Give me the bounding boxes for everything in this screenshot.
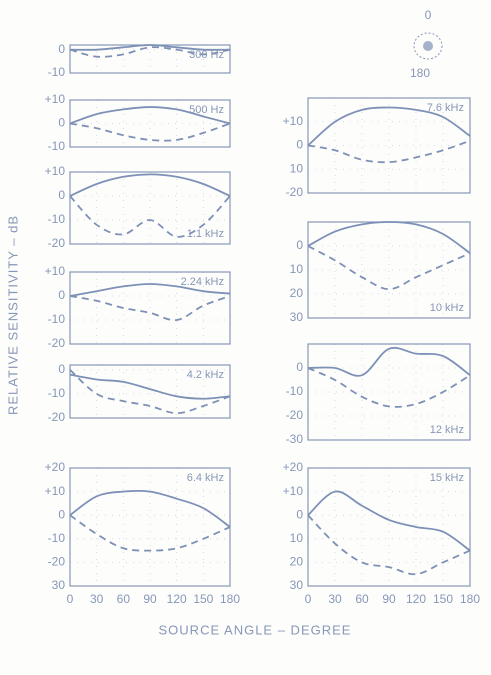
y-tick-label: 20 (290, 555, 304, 569)
y-tick-label: -20 (286, 185, 304, 199)
panel-title: 12 kHz (430, 424, 464, 436)
y-tick-label: -10 (286, 384, 304, 398)
y-tick-label: 0 (58, 288, 65, 302)
response-line (69, 122, 231, 142)
x-tick-label: 150 (433, 592, 453, 606)
response-line (307, 346, 471, 377)
x-tick-label: 90 (143, 592, 157, 606)
response-line (69, 46, 231, 58)
y-tick-label: -20 (48, 410, 66, 424)
panel-title: 15 kHz (430, 472, 464, 484)
panel-title: 1.1 kHz (187, 228, 224, 240)
y-tick-label: +20 (45, 460, 66, 474)
y-tick-label: -10 (48, 212, 66, 226)
response-line (307, 139, 471, 164)
panel-title: 500 Hz (189, 104, 224, 116)
y-tick-label: +10 (283, 114, 304, 128)
response-line (69, 295, 231, 322)
y-tick-label: -10 (48, 531, 66, 545)
response-line (307, 106, 471, 147)
x-tick-label: 60 (355, 592, 369, 606)
y-tick-label: -20 (48, 555, 66, 569)
response-line (69, 489, 231, 528)
response-line (69, 373, 231, 400)
response-line (69, 369, 231, 415)
polar-icon: 0 180 (410, 8, 443, 80)
response-line (307, 245, 471, 291)
y-axis-label: RELATIVE SENSITIVITY – dB (5, 215, 20, 415)
y-tick-label: 30 (290, 578, 304, 592)
response-line (307, 367, 471, 408)
x-tick-label: 180 (220, 592, 240, 606)
polar-label: 0 (425, 8, 432, 22)
y-tick-label: +10 (45, 484, 66, 498)
y-tick-label: 0 (296, 507, 303, 521)
y-tick-label: 20 (290, 286, 304, 300)
x-tick-label: 90 (382, 592, 396, 606)
y-tick-label: 0 (58, 362, 65, 376)
y-tick-label: -10 (48, 312, 66, 326)
y-tick-label: +10 (45, 264, 66, 278)
response-line (69, 514, 231, 552)
panel-frame (69, 171, 231, 245)
x-tick-label: 120 (406, 592, 426, 606)
x-tick-label: 0 (305, 592, 312, 606)
polar-label: 180 (410, 66, 430, 80)
y-tick-label: 0 (58, 507, 65, 521)
y-tick-label: -10 (48, 65, 66, 79)
response-line (307, 514, 471, 576)
x-tick-label: 180 (460, 592, 480, 606)
x-tick-label: 120 (167, 592, 187, 606)
y-tick-label: 0 (296, 360, 303, 374)
response-line (69, 173, 231, 197)
y-tick-label: 0 (296, 138, 303, 152)
response-line (307, 221, 471, 254)
y-tick-label: 30 (290, 310, 304, 324)
y-tick-label: -10 (48, 139, 66, 153)
panel-frame (69, 467, 231, 587)
panel-title: 300 Hz (189, 49, 224, 61)
y-tick-label: +10 (45, 164, 66, 178)
x-tick-label: 150 (193, 592, 213, 606)
y-tick-label: 0 (296, 238, 303, 252)
panel-title: 7.6 kHz (427, 102, 464, 114)
panel-title: 10 kHz (430, 302, 464, 314)
polar-circle (413, 32, 443, 60)
y-tick-label: +20 (283, 460, 304, 474)
y-tick-label: 10 (290, 262, 304, 276)
x-tick-label: 30 (90, 592, 104, 606)
y-tick-label: +10 (283, 484, 304, 498)
y-tick-label: -30 (286, 432, 304, 446)
y-tick-label: -10 (48, 386, 66, 400)
y-tick-label: 30 (52, 578, 66, 592)
panel-title: 6.4 kHz (187, 472, 224, 484)
panel-title: 2.24 kHz (181, 276, 224, 288)
y-tick-label: -20 (48, 336, 66, 350)
y-tick-label: 10 (290, 531, 304, 545)
response-line (69, 195, 231, 238)
y-tick-label: 0 (58, 116, 65, 130)
x-tick-label: 30 (328, 592, 342, 606)
panel-frame (307, 343, 471, 441)
response-line (69, 106, 231, 125)
y-tick-label: -20 (48, 236, 66, 250)
y-tick-label: -20 (286, 408, 304, 422)
x-tick-label: 0 (67, 592, 74, 606)
y-tick-label: 0 (58, 42, 65, 56)
x-tick-label: 60 (117, 592, 131, 606)
panel-frame (307, 467, 471, 587)
panel-title: 4.2 kHz (187, 369, 224, 381)
y-tick-label: 0 (58, 188, 65, 202)
panel-frame (69, 271, 231, 345)
x-axis-label: SOURCE ANGLE – DEGREE (159, 622, 352, 637)
polar-source (423, 41, 433, 51)
y-tick-label: +10 (45, 92, 66, 106)
response-line (69, 44, 231, 51)
panel-frame (69, 364, 231, 419)
y-tick-label: 10 (290, 161, 304, 175)
response-line (307, 490, 471, 552)
response-line (69, 283, 231, 297)
